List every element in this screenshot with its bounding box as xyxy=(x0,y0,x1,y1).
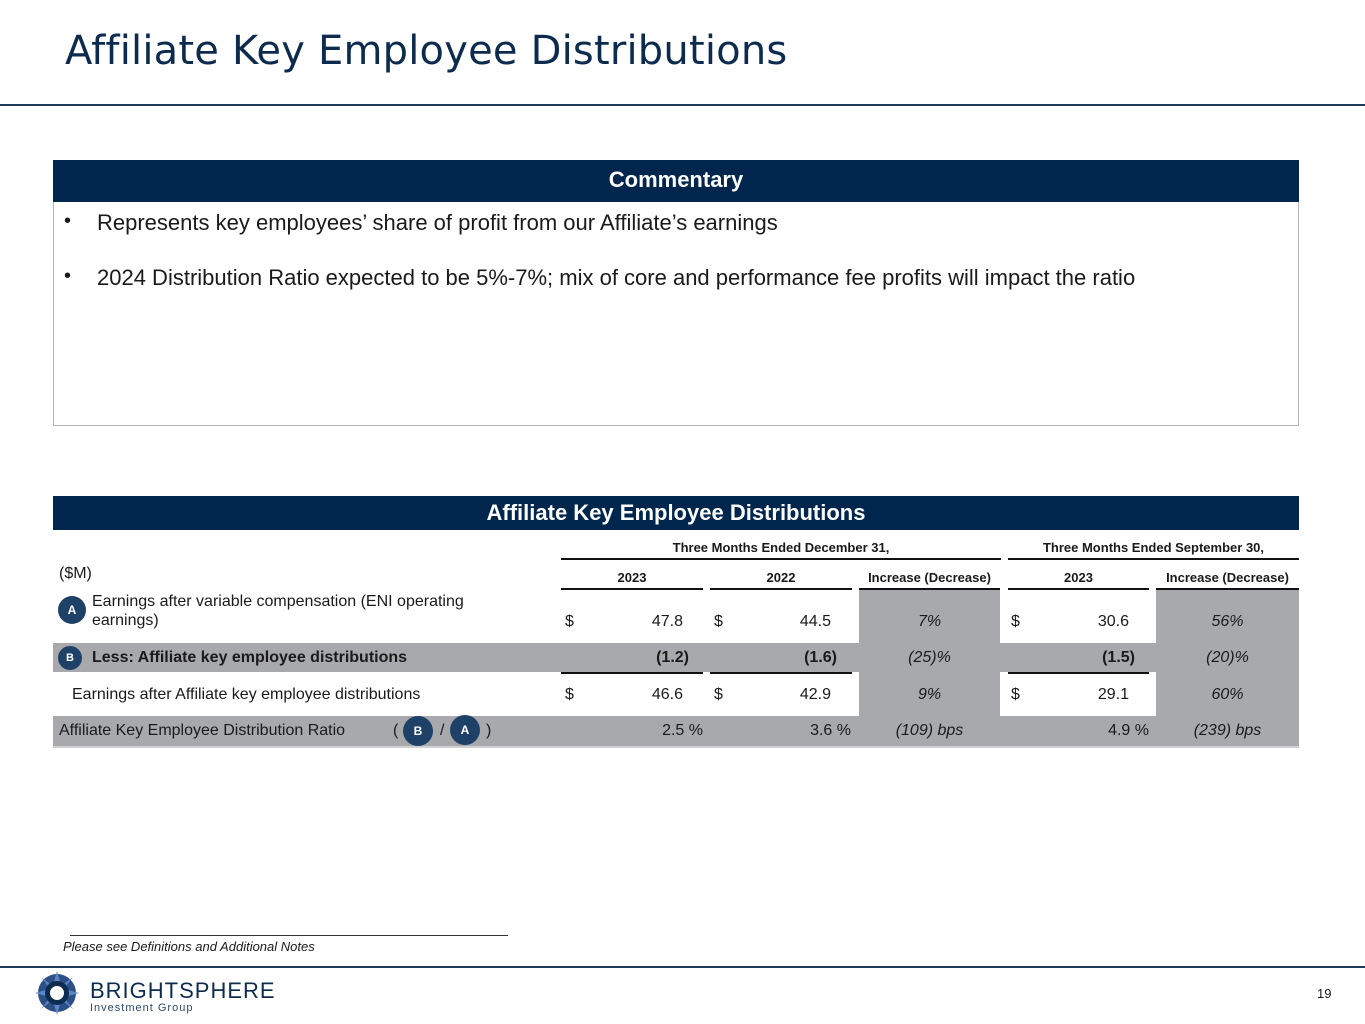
bullet-icon: • xyxy=(64,265,72,287)
value-cell: 30.6 xyxy=(1097,613,1129,630)
col-underline xyxy=(710,588,852,590)
commentary-box xyxy=(53,202,1299,426)
commentary-heading: Commentary xyxy=(53,160,1299,202)
highlight-row xyxy=(53,716,1299,747)
group-header-sep: Three Months Ended September 30, xyxy=(1042,540,1265,555)
formula-open: ( xyxy=(393,722,399,739)
table-heading: Affiliate Key Employee Distributions xyxy=(53,496,1299,530)
value-cell: 42.9 xyxy=(799,686,831,703)
col-header: Increase (Decrease) xyxy=(1166,570,1289,585)
group-underline xyxy=(1008,558,1299,560)
dollar-sign: $ xyxy=(1011,686,1020,703)
change-cell: 56% xyxy=(1211,613,1244,630)
brightsphere-logo-icon xyxy=(34,970,80,1016)
dollar-sign: $ xyxy=(714,686,723,703)
dollar-sign: $ xyxy=(565,686,574,703)
distributions-table: Three Months Ended December 31, Three Mo… xyxy=(53,530,1299,748)
logo-name: BRIGHTSPHERE xyxy=(90,978,276,1003)
value-cell: 29.1 xyxy=(1097,686,1129,703)
col-underline xyxy=(1156,588,1299,590)
footnote-rule xyxy=(70,935,508,936)
value-cell: 47.8 xyxy=(651,613,683,630)
value-cell: 46.6 xyxy=(651,686,683,703)
page-title: Affiliate Key Employee Distributions xyxy=(65,28,788,74)
row-label: Affiliate Key Employee Distribution Rati… xyxy=(59,722,346,739)
value-cell: (1.6) xyxy=(804,649,837,666)
col-header: 2022 xyxy=(766,570,796,585)
change-cell: 60% xyxy=(1211,686,1244,703)
page-number: 19 xyxy=(1317,986,1332,1001)
col-underline xyxy=(561,588,703,590)
marker-a-icon: A xyxy=(450,715,480,745)
change-cell: (239) bps xyxy=(1193,722,1262,739)
value-cell: 3.6 % xyxy=(810,722,851,739)
marker-b-icon: B xyxy=(403,716,433,746)
group-header-dec: Three Months Ended December 31, xyxy=(672,540,890,555)
dollar-sign: $ xyxy=(714,613,723,630)
row-label: Earnings after variable compensation (EN… xyxy=(92,593,464,610)
subtotal-underline xyxy=(1008,672,1149,674)
row-label: Less: Affiliate key employee distributio… xyxy=(92,649,408,666)
change-cell: (25)% xyxy=(908,649,951,666)
unit-label: ($M) xyxy=(59,565,92,582)
change-cell: 9% xyxy=(917,686,942,703)
footer-divider xyxy=(0,966,1365,968)
subtotal-underline xyxy=(710,672,852,674)
row-label: earnings) xyxy=(92,612,159,629)
value-cell: (1.5) xyxy=(1102,649,1135,666)
value-cell: 2.5 % xyxy=(662,722,703,739)
title-divider xyxy=(0,104,1365,106)
col-header: 2023 xyxy=(1064,570,1093,585)
change-cell: (20)% xyxy=(1206,649,1249,666)
row-label: Earnings after Affiliate key employee di… xyxy=(72,686,421,703)
col-header: Increase (Decrease) xyxy=(868,570,991,585)
formula-close: ) xyxy=(486,722,492,739)
col-underline xyxy=(859,588,1000,590)
change-cell: 7% xyxy=(917,613,942,630)
value-cell: 4.9 % xyxy=(1108,722,1149,739)
subtotal-underline xyxy=(561,672,703,674)
col-underline xyxy=(1008,588,1149,590)
group-underline xyxy=(561,558,1001,560)
dollar-sign: $ xyxy=(1011,613,1020,630)
formula-slash: / xyxy=(440,722,445,739)
table-bottom-border xyxy=(53,746,1299,748)
value-cell: (1.2) xyxy=(656,649,689,666)
col-header: 2023 xyxy=(617,570,647,585)
logo-subtitle: Investment Group xyxy=(90,1002,194,1014)
highlight-row xyxy=(53,643,1299,672)
value-cell: 44.5 xyxy=(799,613,831,630)
dollar-sign: $ xyxy=(565,613,574,630)
bullet-icon: • xyxy=(64,210,72,232)
change-cell: (109) bps xyxy=(895,722,964,739)
footnote: Please see Definitions and Additional No… xyxy=(63,939,315,954)
marker-a-icon: A xyxy=(58,596,86,624)
marker-b-icon: B xyxy=(58,646,82,670)
